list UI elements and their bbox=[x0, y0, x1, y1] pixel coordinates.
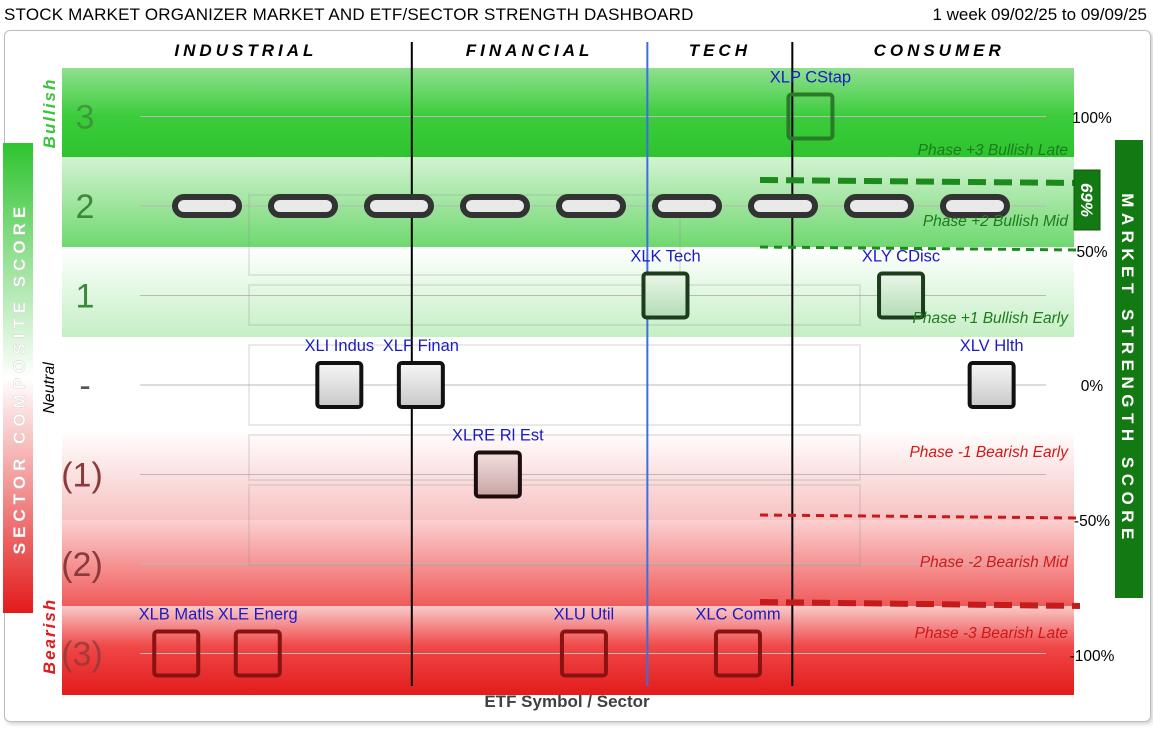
y-axis-title: SECTOR COMPOSITE SCORE bbox=[10, 202, 29, 554]
score-label: 2 bbox=[76, 188, 95, 226]
market-strength-marker bbox=[844, 194, 914, 218]
etf-label: XLK Tech bbox=[630, 248, 700, 266]
group-header-industrial: INDUSTRIAL bbox=[174, 41, 317, 60]
etf-label: XLP CStap bbox=[770, 69, 851, 87]
date-range: 1 week 09/02/25 to 09/09/25 bbox=[932, 5, 1147, 24]
market-strength-bar bbox=[1115, 140, 1143, 598]
y-axis-color-bar bbox=[3, 143, 33, 613]
market-strength-marker bbox=[652, 194, 722, 218]
score-label: 3 bbox=[76, 99, 95, 137]
etf-label: XLE Energ bbox=[218, 606, 298, 624]
market-strength-marker bbox=[364, 194, 434, 218]
phase-label: Phase +2 Bullish Mid bbox=[923, 213, 1070, 230]
etf-label: XLC Comm bbox=[695, 606, 780, 624]
group-header-consumer: CONSUMER bbox=[874, 41, 1005, 60]
percent-tick-label: -50% bbox=[1074, 513, 1110, 530]
market-strength-marker bbox=[748, 194, 818, 218]
score-label: (3) bbox=[61, 636, 103, 674]
percent-tick-label: 0% bbox=[1081, 378, 1104, 395]
neutral-label: Neutral bbox=[41, 362, 58, 414]
percent-tick-label: 100% bbox=[1072, 110, 1112, 127]
bullish-label: Bullish bbox=[40, 78, 59, 149]
market-strength-title: MARKET STRENGTH SCORE bbox=[1118, 193, 1137, 545]
market-strength-marker bbox=[172, 194, 242, 218]
etf-point bbox=[877, 271, 926, 320]
etf-label: XLY CDisc bbox=[862, 248, 940, 266]
etf-point bbox=[786, 92, 835, 141]
etf-point bbox=[152, 629, 201, 678]
etf-point bbox=[641, 271, 690, 320]
market-strength-marker bbox=[460, 194, 530, 218]
market-strength-marker bbox=[556, 194, 626, 218]
etf-label: XLRE Rl Est bbox=[452, 427, 544, 445]
etf-point bbox=[315, 361, 364, 409]
phase-bearish-late-marker bbox=[759, 599, 1081, 609]
watermark-box bbox=[248, 284, 861, 326]
band-bullish-3 bbox=[62, 68, 1074, 157]
percent-tick-label: -100% bbox=[1070, 648, 1115, 665]
etf-label: XLU Util bbox=[554, 606, 615, 624]
etf-point bbox=[396, 361, 445, 409]
market-strength-marker bbox=[940, 194, 1010, 218]
phase-label: Phase +1 Bullish Early bbox=[912, 310, 1069, 327]
score-label: (2) bbox=[61, 546, 103, 584]
score-label: 1 bbox=[76, 278, 95, 316]
watermark-box bbox=[248, 344, 861, 426]
x-axis-title: ETF Symbol / Sector bbox=[484, 692, 650, 711]
phase-label: Phase -2 Bearish Mid bbox=[920, 554, 1070, 571]
etf-label: XLV Hlth bbox=[960, 337, 1024, 355]
market-strength-marker bbox=[268, 194, 338, 218]
score-label: - bbox=[79, 367, 90, 405]
percent-tick-label: 50% bbox=[1076, 244, 1107, 261]
etf-label: XLI Indus bbox=[304, 337, 374, 355]
etf-label: XLF Finan bbox=[383, 337, 459, 355]
phase-bullish-mid-marker bbox=[759, 245, 1081, 252]
band-bearish-2 bbox=[62, 520, 1074, 606]
market-strength-badge bbox=[1073, 169, 1101, 231]
dashboard-title: STOCK MARKET ORGANIZER MARKET AND ETF/SE… bbox=[4, 5, 694, 24]
phase-bullish-late-marker bbox=[759, 177, 1081, 186]
etf-point bbox=[713, 629, 762, 678]
etf-label: XLB Matls bbox=[139, 606, 214, 624]
market-strength-value: 69% bbox=[1077, 183, 1096, 217]
etf-point bbox=[559, 629, 608, 678]
watermark-box bbox=[248, 484, 861, 566]
etf-point bbox=[967, 361, 1016, 409]
bearish-label: Bearish bbox=[40, 598, 59, 674]
phase-bearish-mid-marker bbox=[759, 513, 1081, 520]
watermark-box bbox=[248, 434, 861, 481]
phase-label: Phase -1 Bearish Early bbox=[909, 444, 1069, 461]
band-bearish-3 bbox=[62, 606, 1074, 695]
phase-label: Phase -3 Bearish Late bbox=[915, 625, 1069, 642]
phase-label: Phase +3 Bullish Late bbox=[918, 142, 1069, 159]
group-header-tech: TECH bbox=[689, 41, 751, 60]
group-header-financial: FINANCIAL bbox=[466, 41, 594, 60]
etf-point bbox=[233, 629, 282, 678]
score-label: (1) bbox=[61, 457, 103, 495]
etf-point bbox=[473, 450, 522, 499]
watermark-box bbox=[248, 194, 681, 276]
